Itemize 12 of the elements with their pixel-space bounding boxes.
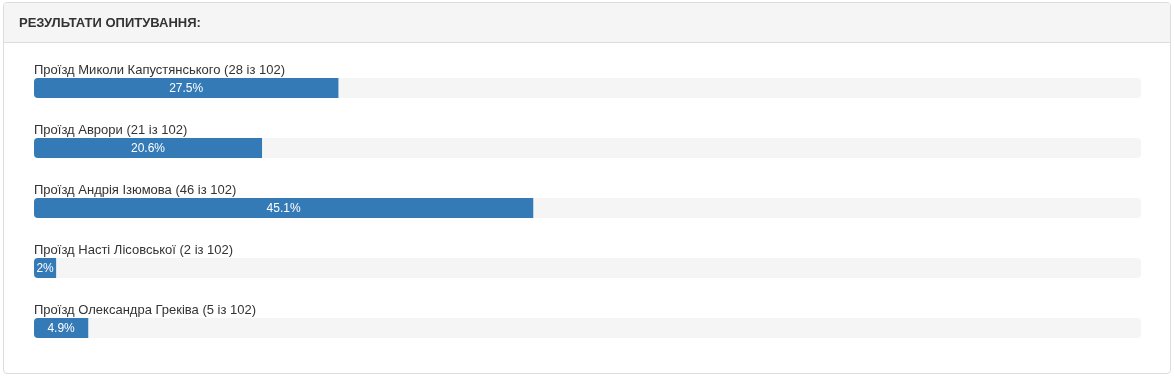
data-label: 2% [36, 261, 55, 276]
data-label: 4.9% [47, 321, 76, 336]
data-label: 20.6% [131, 141, 166, 156]
y-tick-label: Проїзд Миколи Капустянського (28 із 102) [34, 62, 285, 77]
data-label: 27.5% [169, 81, 204, 96]
chart-title: РЕЗУЛЬТАТИ ОПИТУВАННЯ: [4, 3, 1170, 43]
data-label: 45.1% [266, 201, 301, 216]
y-tick-label: Проїзд Аврори (21 із 102) [34, 122, 188, 137]
y-tick-label: Проїзд Олександра Греківа (5 із 102) [34, 302, 257, 317]
y-tick-label: Проїзд Насті Лісовської (2 із 102) [34, 242, 234, 257]
bar [34, 138, 263, 158]
y-tick-label: Проїзд Андрія Ізюмова (46 із 102) [34, 182, 237, 197]
